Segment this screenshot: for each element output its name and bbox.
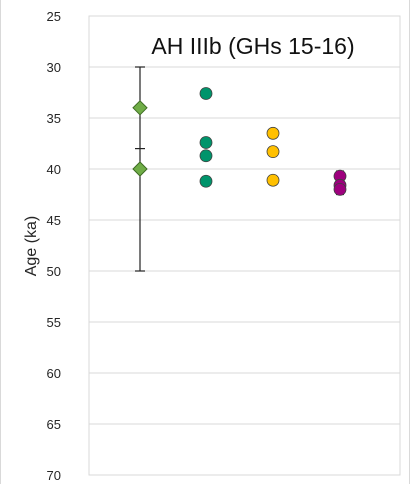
y-tick-label-60: 60 bbox=[47, 366, 61, 381]
data-point-series-3-1 bbox=[266, 126, 280, 140]
y-tick-label-25: 25 bbox=[47, 9, 61, 24]
data-point-series-1-2 bbox=[132, 161, 148, 177]
plot-area-frame bbox=[88, 15, 401, 476]
y-tick-label-35: 35 bbox=[47, 111, 61, 126]
data-points bbox=[132, 87, 347, 196]
y-tick-labels: 25 30 35 40 45 50 55 60 65 70 bbox=[47, 9, 61, 483]
y-tick-label-40: 40 bbox=[47, 162, 61, 177]
data-point-series-4-3 bbox=[333, 182, 347, 196]
chart-title: AH IIIb (GHs 15-16) bbox=[151, 33, 354, 59]
data-point-series-3-3 bbox=[266, 173, 280, 187]
y-tick-label-65: 65 bbox=[47, 417, 61, 432]
y-axis-title: Age (ka) bbox=[23, 216, 40, 276]
data-point-series-2-4 bbox=[199, 174, 213, 188]
data-point-series-2-2 bbox=[199, 136, 213, 149]
y-tick-label-30: 30 bbox=[47, 60, 61, 75]
gridlines bbox=[89, 15, 400, 476]
data-point-series-1-1 bbox=[132, 100, 148, 116]
y-tick-label-50: 50 bbox=[47, 264, 61, 279]
data-point-series-2-3 bbox=[199, 149, 213, 163]
data-point-series-3-2 bbox=[266, 145, 280, 159]
y-tick-label-70: 70 bbox=[47, 468, 61, 483]
y-tick-label-55: 55 bbox=[47, 315, 61, 330]
data-point-series-2-1 bbox=[199, 87, 213, 100]
y-tick-label-45: 45 bbox=[47, 213, 61, 228]
